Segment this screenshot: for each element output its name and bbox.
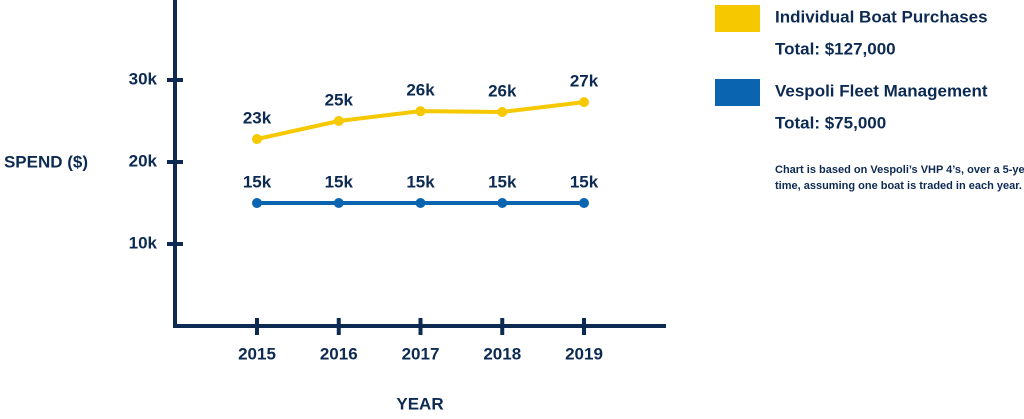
data-label: 15k <box>243 172 272 191</box>
x-tick-label: 2017 <box>402 344 440 363</box>
data-label: 15k <box>570 172 599 191</box>
y-tick-label: 10k <box>129 233 158 252</box>
data-point <box>579 198 589 208</box>
data-label: 23k <box>243 109 272 128</box>
data-label: 15k <box>325 172 354 191</box>
data-point <box>415 198 426 208</box>
legend-total: Total: $127,000 <box>775 39 896 58</box>
x-tick-label: 2018 <box>483 344 521 363</box>
data-point <box>497 106 508 117</box>
legend-swatch <box>715 79 760 106</box>
data-point <box>497 198 508 208</box>
x-tick-label: 2016 <box>320 344 358 363</box>
data-point <box>333 116 344 126</box>
x-tick-label: 2019 <box>565 344 603 363</box>
data-label: 26k <box>406 81 435 100</box>
data-point <box>579 97 589 108</box>
y-axis-label: SPEND ($) <box>4 152 88 171</box>
x-tick-label: 2015 <box>238 344 276 363</box>
data-point <box>252 134 262 145</box>
y-tick-label: 30k <box>129 69 158 88</box>
data-label: 15k <box>406 172 435 191</box>
data-label: 25k <box>325 90 354 109</box>
note-line: Chart is based on Vespoli’s VHP 4’s, ove… <box>775 164 1024 176</box>
data-point <box>252 198 262 208</box>
legend-total: Total: $75,000 <box>775 113 886 132</box>
data-point <box>333 198 344 208</box>
x-axis-label: YEAR <box>396 394 443 413</box>
legend-label: Individual Boat Purchases <box>775 7 988 26</box>
data-label: 15k <box>488 172 517 191</box>
data-label: 27k <box>570 72 599 91</box>
legend-label: Vespoli Fleet Management <box>775 81 988 100</box>
legend-swatch <box>715 5 760 32</box>
data-label: 26k <box>488 81 517 100</box>
y-tick-label: 20k <box>129 151 158 170</box>
note-line: time, assuming one boat is traded in eac… <box>775 180 1022 192</box>
data-point <box>415 106 426 117</box>
